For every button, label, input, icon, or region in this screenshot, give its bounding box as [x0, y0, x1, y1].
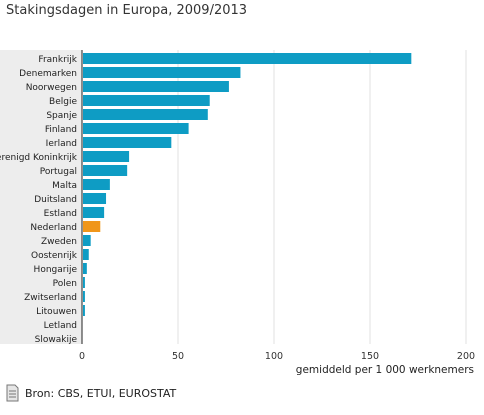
- source-line: Bron: CBS, ETUI, EUROSTAT: [6, 382, 176, 404]
- category-label: Noorwegen: [26, 83, 77, 93]
- chart-title: Stakingsdagen in Europa, 2009/2013: [6, 3, 248, 18]
- bar: [83, 137, 172, 148]
- category-label: Estland: [44, 209, 77, 219]
- bar: [83, 67, 241, 78]
- bar: [83, 53, 412, 64]
- bar: [83, 263, 87, 274]
- category-label: Frankrijk: [38, 55, 77, 65]
- category-label: Ierland: [46, 139, 77, 149]
- bar: [83, 165, 128, 176]
- bar: [83, 305, 85, 316]
- category-label: Nederland: [30, 223, 77, 233]
- bar: [83, 81, 229, 92]
- x-tick-labels: 0 50 100 150 200: [79, 351, 475, 362]
- category-label: Verenigd Koninkrijk: [0, 153, 78, 163]
- bar: [83, 123, 189, 134]
- category-label: Malta: [52, 181, 77, 191]
- category-label: Denemarken: [19, 69, 77, 79]
- bar: [83, 277, 85, 288]
- source-text: Bron: CBS, ETUI, EUROSTAT: [25, 386, 177, 400]
- bar-chart: Frankrijk Denemarken Noorwegen Belgie Spanje…: [0, 50, 475, 376]
- x-tick-label: 0: [79, 351, 85, 362]
- bars: [83, 53, 412, 316]
- category-label: Polen: [53, 279, 77, 289]
- label-band: [0, 50, 82, 344]
- category-label: Finland: [45, 125, 77, 135]
- bar: [83, 207, 105, 218]
- bar: [83, 291, 85, 302]
- x-tick-label: 50: [172, 351, 184, 362]
- category-label: Litouwen: [36, 307, 77, 317]
- category-label: Duitsland: [34, 195, 77, 205]
- category-label: Belgie: [49, 97, 77, 107]
- bar: [83, 151, 130, 162]
- bar: [83, 249, 89, 260]
- category-label: Oostenrijk: [31, 251, 78, 261]
- bar: [83, 179, 110, 190]
- document-icon: [6, 384, 19, 402]
- category-label: Spanje: [46, 111, 77, 121]
- bar: [83, 109, 208, 120]
- category-labels: Frankrijk Denemarken Noorwegen Belgie Spanje…: [0, 55, 78, 345]
- x-tick-label: 150: [361, 351, 379, 362]
- x-axis-label: gemiddeld per 1 000 werknemers: [296, 364, 474, 376]
- bar: [83, 193, 107, 204]
- category-label: Hongarije: [34, 265, 78, 275]
- category-label: Portugal: [40, 167, 77, 177]
- category-label: Zweden: [41, 237, 77, 247]
- x-tick-label: 200: [457, 351, 475, 362]
- category-label: Slowakije: [35, 335, 78, 345]
- category-label: Zwitserland: [24, 293, 77, 303]
- category-label: Letland: [44, 321, 77, 331]
- bar: [83, 95, 210, 106]
- bar: [83, 235, 91, 246]
- grid-lines: [177, 50, 467, 344]
- bar: [83, 221, 101, 232]
- x-tick-label: 100: [265, 351, 283, 362]
